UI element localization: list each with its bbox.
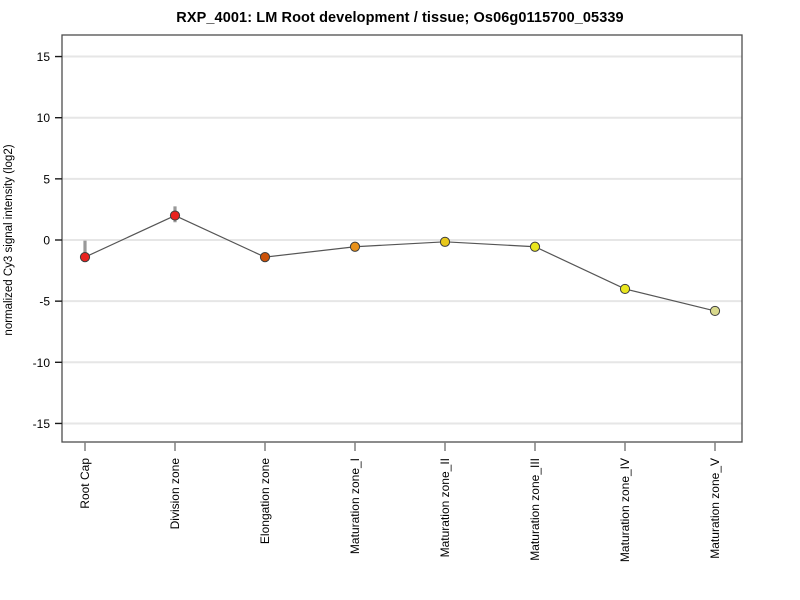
- y-tick-label-5: -10: [33, 356, 51, 370]
- y-tick-label-0: 15: [37, 50, 51, 64]
- x-tick-label-6: Maturation zone_IV: [618, 458, 632, 562]
- x-axis-ticks: [84, 442, 716, 451]
- y-tick-label-1: 10: [37, 111, 51, 125]
- data-polyline: [84, 214, 716, 312]
- y-axis-ticks: 15 10 5 0 -5 -10 -15: [33, 50, 62, 431]
- x-tick-label-3: Maturation zone_I: [348, 458, 362, 554]
- x-tick-label-2: Elongation zone: [258, 458, 272, 544]
- y-tick-label-2: 5: [43, 172, 50, 186]
- data-point-1: [169, 210, 181, 221]
- x-tick-label-5: Maturation zone_III: [528, 458, 542, 561]
- frame-rect: [61, 34, 743, 443]
- x-axis-labels-group: Root Cap Division zone Elongation zone Matu…: [78, 458, 722, 562]
- y-tick-label-4: -5: [39, 295, 50, 309]
- plot-frame: [61, 34, 743, 443]
- data-line-group: [84, 214, 716, 312]
- data-point-3: [349, 241, 361, 252]
- error-bars-group: [83, 206, 177, 258]
- gridlines-group: [62, 55, 742, 425]
- x-tick-label-4: Maturation zone_II: [438, 458, 452, 557]
- data-point-7: [709, 305, 721, 317]
- data-point-6: [619, 283, 631, 295]
- data-points-group: [79, 210, 721, 317]
- data-point-4: [439, 236, 451, 247]
- x-tick-label-7: Maturation zone_V: [708, 458, 722, 559]
- y-tick-label-3: 0: [43, 234, 50, 248]
- x-tick-label-1: Division zone: [168, 458, 182, 530]
- data-point-2: [259, 252, 271, 263]
- x-tick-label-0: Root Cap: [78, 458, 92, 509]
- data-point-5: [529, 241, 541, 252]
- y-tick-label-6: -15: [33, 417, 51, 431]
- data-point-0: [79, 252, 91, 263]
- chart-title: RXP_4001: LM Root development / tissue; …: [176, 10, 624, 26]
